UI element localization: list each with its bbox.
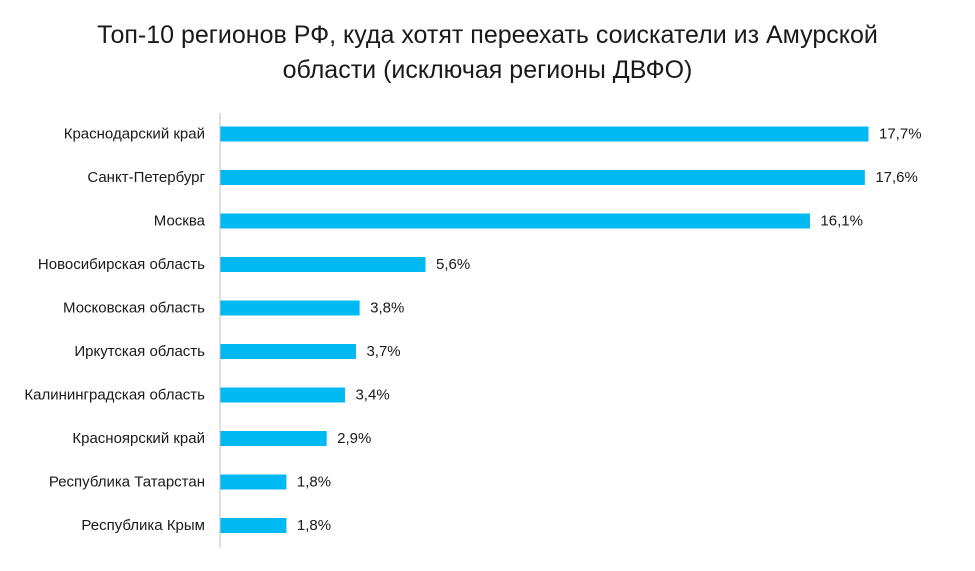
category-label: Москва — [154, 213, 206, 230]
category-label: Санкт-Петербург — [87, 169, 205, 186]
category-label: Республика Крым — [81, 517, 205, 534]
data-label: 16,1% — [820, 213, 863, 230]
category-label: Иркутская область — [74, 343, 205, 360]
category-label: Московская область — [63, 300, 205, 317]
data-label: 2,9% — [337, 430, 371, 447]
data-label: 17,6% — [875, 169, 918, 186]
data-label: 5,6% — [436, 256, 470, 273]
data-label: 3,7% — [366, 343, 400, 360]
category-label: Красноярский край — [72, 430, 205, 447]
bar — [220, 474, 287, 490]
category-label: Краснодарский край — [64, 126, 205, 143]
data-label: 17,7% — [879, 126, 922, 143]
chart-title-line-2: области (исключая регионы ДВФО) — [282, 56, 693, 84]
data-label: 1,8% — [297, 517, 331, 534]
bar — [220, 387, 345, 403]
data-label: 3,4% — [355, 387, 389, 404]
data-label: 1,8% — [297, 474, 331, 491]
bar — [220, 431, 327, 446]
chart-title-line-1: Топ-10 регионов РФ, куда хотят переехать… — [97, 21, 878, 49]
category-label: Республика Татарстан — [49, 474, 205, 491]
bar — [220, 257, 426, 272]
category-label: Новосибирская область — [38, 256, 205, 273]
bar — [220, 300, 360, 316]
bar — [220, 518, 287, 533]
category-label: Калининградская область — [24, 387, 205, 404]
bar — [220, 344, 356, 359]
data-label: 3,8% — [370, 300, 404, 317]
bar — [220, 126, 869, 142]
chart-title: Топ-10 регионов РФ, куда хотят переехать… — [40, 18, 935, 88]
bar — [220, 170, 865, 185]
bar — [220, 213, 810, 229]
